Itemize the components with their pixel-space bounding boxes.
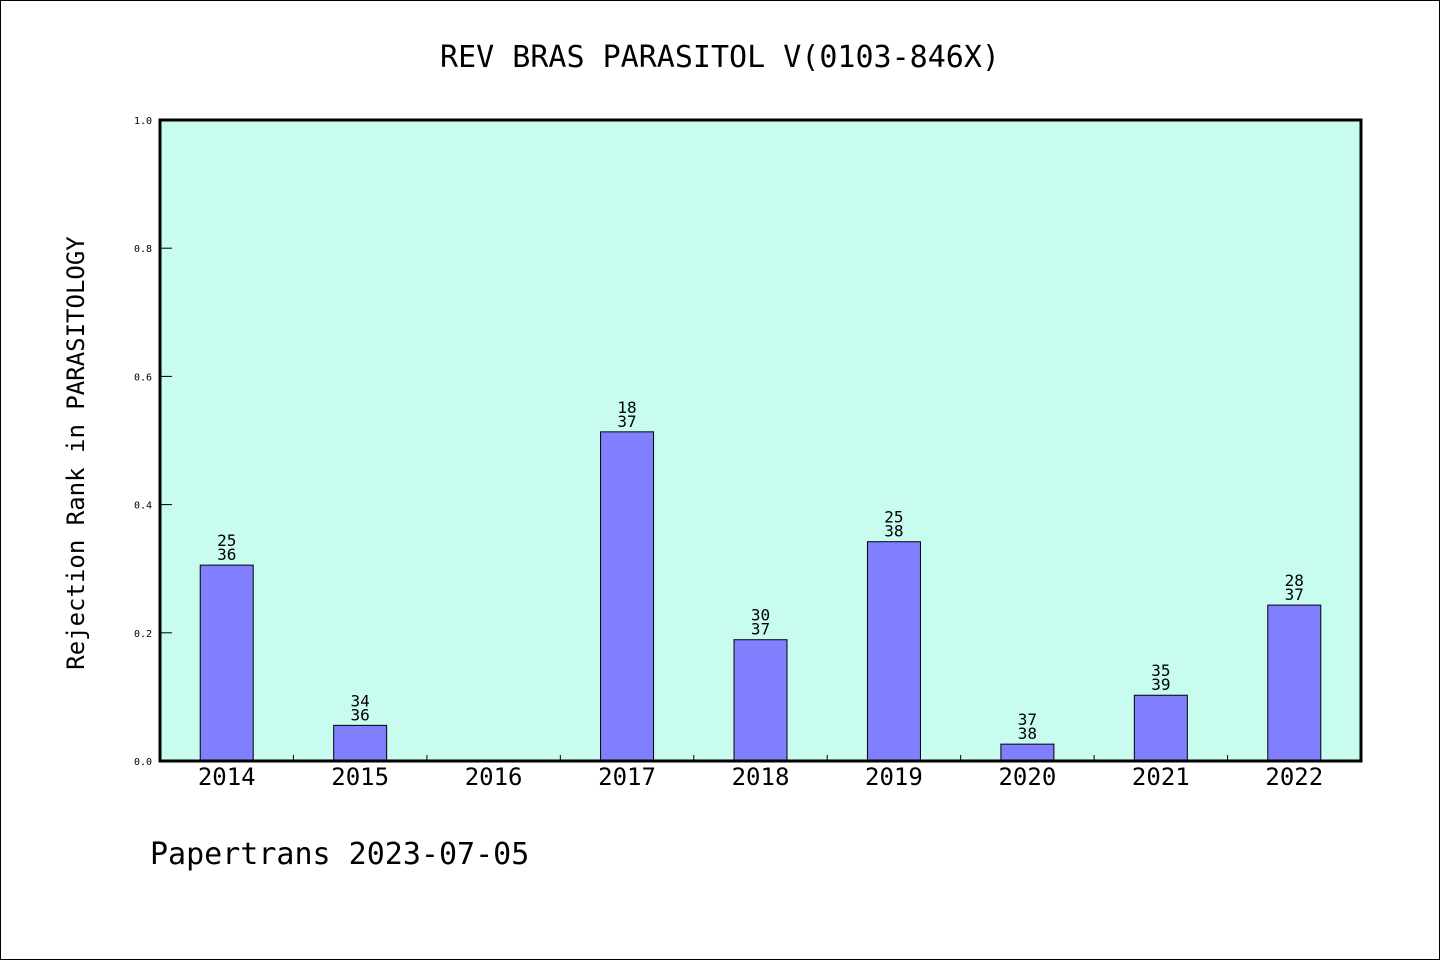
bar-label-top: 18 [617, 398, 636, 417]
y-tick-label: 0.4 [134, 501, 152, 512]
x-tick-label: 2014 [198, 763, 256, 791]
bar-label-top: 28 [1285, 571, 1304, 590]
y-axis-label: Rejection Rank in PARASITOLOGY [62, 236, 90, 670]
bar-label-top: 25 [884, 508, 903, 527]
bar-2017 [600, 431, 655, 762]
x-axis: 2014 2015 2016 2017 2018 2019 2020 2021 2022 [198, 755, 1323, 791]
plot-border [158, 118, 1363, 763]
bar-2019 [866, 541, 921, 762]
bar-label-bottom: 39 [1151, 675, 1170, 694]
bar-label-bottom: 36 [351, 705, 370, 724]
x-tick-label: 2016 [465, 763, 523, 791]
y-tick-label: 0.0 [134, 757, 152, 768]
bar-label-top: 25 [217, 531, 236, 550]
x-tick-label: 2015 [331, 763, 389, 791]
bar-2020 [1000, 743, 1055, 762]
bar-2022 [1267, 604, 1322, 762]
bar-label-top: 35 [1151, 661, 1170, 680]
y-tick-label: 0.2 [134, 629, 152, 640]
x-tick-label: 2020 [998, 763, 1056, 791]
bar-label-bottom: 38 [884, 522, 903, 541]
bar-label-bottom: 37 [1285, 585, 1304, 604]
footer-text: Papertrans 2023-07-05 [150, 837, 529, 872]
y-tick-label: 0.8 [134, 244, 152, 255]
x-tick-label: 2017 [598, 763, 656, 791]
y-tick-label: 0.6 [134, 372, 152, 383]
y-axis: 0.0 0.2 0.4 0.6 0.8 1.0 [134, 116, 172, 768]
y-tick-label: 1.0 [134, 116, 152, 127]
bar-2014 [199, 564, 254, 762]
bar-label-top: 37 [1018, 710, 1037, 729]
bar-2021 [1133, 694, 1188, 762]
x-tick-label: 2021 [1132, 763, 1190, 791]
bar-label-bottom: 38 [1018, 724, 1037, 743]
bar-label-bottom: 37 [617, 412, 636, 431]
x-tick-label: 2022 [1265, 763, 1323, 791]
x-tick-label: 2019 [865, 763, 923, 791]
bar-2018 [733, 639, 788, 762]
bar-label-top: 30 [751, 606, 770, 625]
bar-label-bottom: 36 [217, 545, 236, 564]
chart-title: REV BRAS PARASITOL V(0103-846X) [440, 40, 1000, 75]
bar-label-bottom: 37 [751, 620, 770, 639]
bar-label-top: 34 [351, 691, 370, 710]
x-tick-label: 2018 [732, 763, 790, 791]
bar-series [199, 431, 1322, 762]
bar-2015 [333, 724, 388, 762]
